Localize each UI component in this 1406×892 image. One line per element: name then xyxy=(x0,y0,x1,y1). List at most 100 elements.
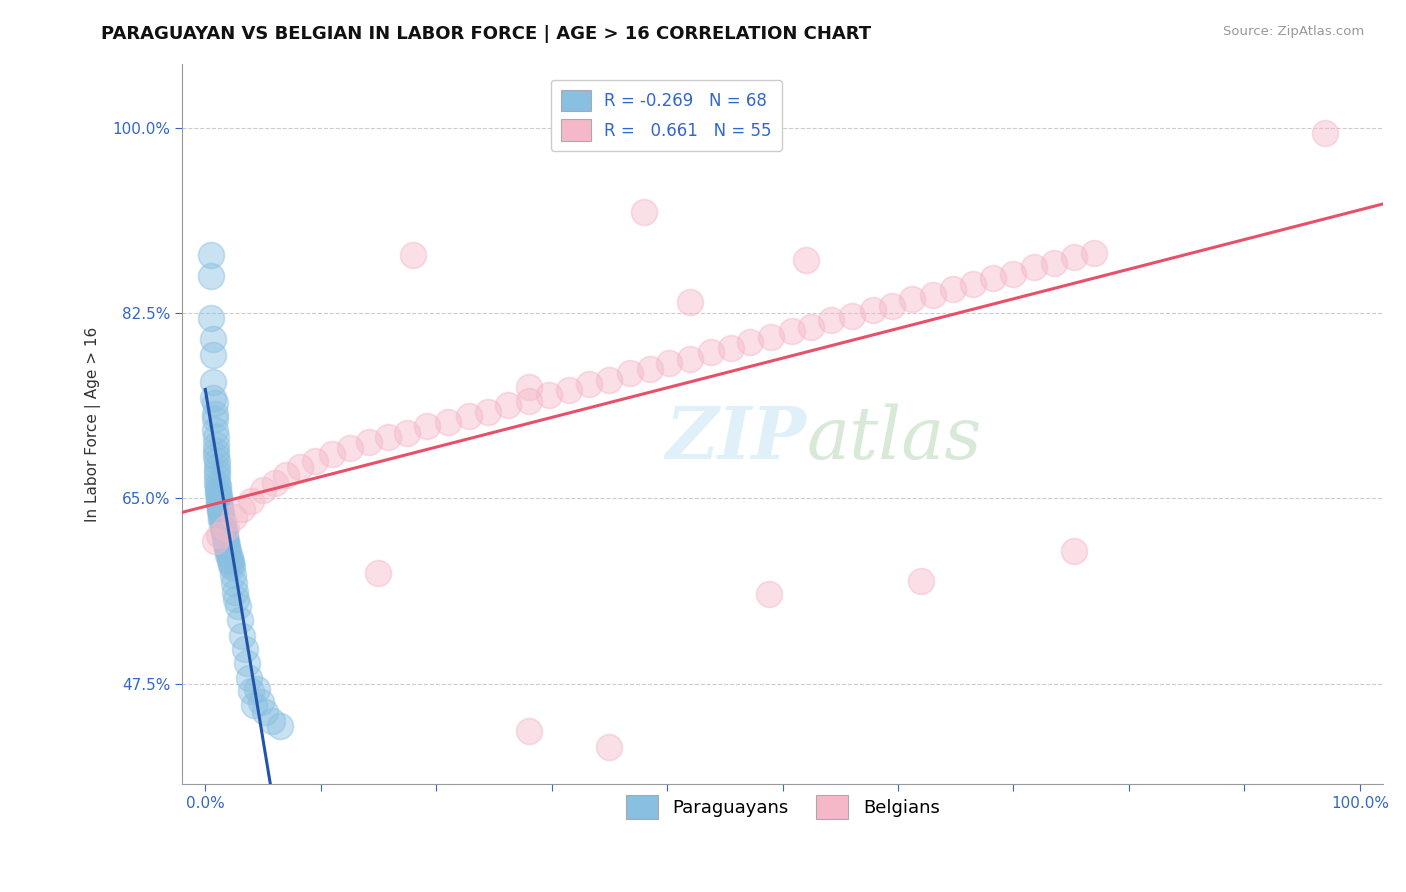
Point xyxy=(204,430,226,444)
Point xyxy=(209,504,232,518)
Y-axis label: In Labor Force | Age > 16: In Labor Force | Age > 16 xyxy=(86,326,101,522)
Point xyxy=(496,398,519,412)
Point xyxy=(377,430,399,444)
Point xyxy=(200,268,222,283)
Point xyxy=(217,542,239,557)
Point xyxy=(1063,544,1085,558)
Point xyxy=(219,558,242,573)
Point xyxy=(202,333,225,347)
Point xyxy=(679,351,702,366)
Point xyxy=(1315,126,1337,140)
Point xyxy=(269,719,291,733)
Point xyxy=(243,698,266,712)
Point xyxy=(820,313,842,327)
Point xyxy=(218,549,240,564)
Point xyxy=(794,253,817,268)
Point xyxy=(214,528,236,542)
Point xyxy=(700,345,723,359)
Point xyxy=(1024,260,1046,275)
Point xyxy=(246,682,269,697)
Point xyxy=(1043,256,1066,270)
Point xyxy=(211,521,233,535)
Point xyxy=(558,384,581,398)
Point xyxy=(204,533,226,548)
Point xyxy=(204,449,226,463)
Text: PARAGUAYAN VS BELGIAN IN LABOR FORCE | AGE > 16 CORRELATION CHART: PARAGUAYAN VS BELGIAN IN LABOR FORCE | A… xyxy=(101,25,872,43)
Point xyxy=(217,544,239,558)
Point xyxy=(436,415,458,429)
Point xyxy=(780,324,803,338)
Point xyxy=(339,441,361,455)
Point xyxy=(598,373,620,387)
Point xyxy=(240,493,263,508)
Point xyxy=(1083,245,1105,260)
Point xyxy=(252,483,274,497)
Point xyxy=(211,510,233,524)
Point xyxy=(200,248,222,262)
Point xyxy=(758,587,780,601)
Point xyxy=(204,438,226,452)
Point xyxy=(882,299,904,313)
Point xyxy=(208,489,231,503)
Point xyxy=(211,512,233,526)
Point xyxy=(578,376,600,391)
Point xyxy=(205,459,228,474)
Point xyxy=(236,656,259,670)
Point xyxy=(679,295,702,310)
Point xyxy=(910,574,932,588)
Point xyxy=(202,391,225,405)
Point xyxy=(231,629,253,643)
Point xyxy=(538,387,561,401)
Point xyxy=(901,292,924,306)
Point xyxy=(304,454,326,468)
Point xyxy=(517,393,540,408)
Point xyxy=(224,510,246,524)
Point xyxy=(942,282,965,296)
Point xyxy=(207,478,229,492)
Point xyxy=(841,309,863,323)
Text: Source: ZipAtlas.com: Source: ZipAtlas.com xyxy=(1223,25,1364,38)
Point xyxy=(204,423,226,437)
Point xyxy=(263,475,285,490)
Point xyxy=(633,205,655,219)
Point xyxy=(321,447,343,461)
Point xyxy=(1063,250,1085,264)
Point xyxy=(598,740,620,755)
Point xyxy=(619,367,641,381)
Point xyxy=(212,525,235,540)
Point xyxy=(233,641,256,656)
Point xyxy=(800,319,823,334)
Text: atlas: atlas xyxy=(807,403,983,474)
Point xyxy=(262,714,284,728)
Point xyxy=(288,459,311,474)
Point xyxy=(226,599,249,614)
Point xyxy=(416,419,439,434)
Point xyxy=(204,443,226,458)
Point xyxy=(212,523,235,537)
Point xyxy=(457,409,479,423)
Point xyxy=(740,334,762,349)
Point xyxy=(208,493,231,508)
Point xyxy=(367,566,389,580)
Point xyxy=(396,425,419,440)
Point xyxy=(402,248,425,262)
Point xyxy=(225,592,247,607)
Point xyxy=(214,532,236,546)
Legend: Paraguayans, Belgians: Paraguayans, Belgians xyxy=(619,789,946,826)
Point xyxy=(217,548,239,562)
Point xyxy=(205,475,228,490)
Point xyxy=(224,576,246,591)
Point xyxy=(249,695,271,709)
Point xyxy=(240,684,263,698)
Point xyxy=(215,533,238,548)
Point xyxy=(202,348,225,362)
Point xyxy=(211,508,233,522)
Point xyxy=(204,412,226,426)
Point xyxy=(205,465,228,479)
Point xyxy=(207,486,229,500)
Point xyxy=(211,517,233,532)
Point xyxy=(204,396,226,410)
Point xyxy=(208,497,231,511)
Point xyxy=(638,362,661,376)
Point xyxy=(217,539,239,553)
